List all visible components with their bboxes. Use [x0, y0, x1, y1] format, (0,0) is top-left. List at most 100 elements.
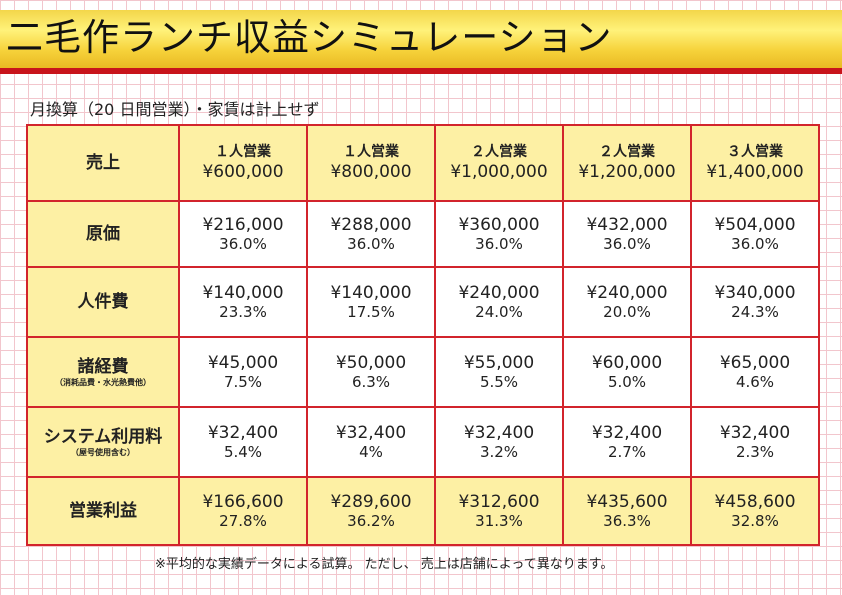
- amount: ¥216,000: [202, 214, 284, 235]
- misc-row: 諸経費 （消耗品費・水光熱費他） ¥45,000 7.5% ¥50,000 6.3% …: [26, 336, 820, 408]
- amount: ¥432,000: [586, 214, 668, 235]
- percentage: 23.3%: [219, 302, 267, 321]
- table-cell: ¥216,000 36.0%: [178, 200, 308, 268]
- table-cell: ¥288,000 36.0%: [306, 200, 436, 268]
- amount: ¥240,000: [586, 282, 668, 303]
- percentage: 36.0%: [347, 234, 395, 253]
- system-row: システム利用料 （屋号使用含む） ¥32,400 5.4% ¥32,400 4% ¥3…: [26, 406, 820, 478]
- amount: ¥32,400: [207, 422, 279, 443]
- sales-cell: ３人営業 ¥1,400,000: [690, 124, 820, 202]
- amount: ¥360,000: [458, 214, 540, 235]
- amount: ¥288,000: [330, 214, 412, 235]
- sales-row: 売上 １人営業 ¥600,000 １人営業 ¥800,000 ２人営業 ¥1,000,…: [26, 124, 820, 202]
- table-cell: ¥140,000 23.3%: [178, 266, 308, 338]
- amount: ¥60,000: [591, 352, 663, 373]
- percentage: 20.0%: [603, 302, 651, 321]
- subtitle: 月換算（20 日間営業）・家賃は計上せず: [30, 100, 320, 119]
- table-cell: ¥504,000 36.0%: [690, 200, 820, 268]
- sales-value: ¥1,400,000: [706, 162, 804, 182]
- table-cell: ¥140,000 17.5%: [306, 266, 436, 338]
- labor-row: 人件費 ¥140,000 23.3% ¥140,000 17.5% ¥240,000…: [26, 266, 820, 338]
- table-cell: ¥360,000 36.0%: [434, 200, 564, 268]
- row-sublabel-system: （屋号使用含む）: [71, 447, 135, 457]
- amount: ¥32,400: [719, 422, 791, 443]
- percentage: 24.3%: [731, 302, 779, 321]
- amount: ¥32,400: [463, 422, 535, 443]
- row-label-sales: 売上: [26, 124, 180, 202]
- percentage: 2.7%: [607, 442, 647, 461]
- table-cell: ¥65,000 4.6%: [690, 336, 820, 408]
- percentage: 4%: [359, 442, 383, 461]
- amount: ¥240,000: [458, 282, 540, 303]
- cost-row: 原価 ¥216,000 36.0% ¥288,000 36.0% ¥360,000 3…: [26, 200, 820, 268]
- table-cell: ¥50,000 6.3%: [306, 336, 436, 408]
- page-title: 二毛作ランチ収益シミュレーション: [6, 16, 613, 59]
- table-cell: ¥340,000 24.3%: [690, 266, 820, 338]
- staff-count-label: ２人営業: [599, 144, 655, 160]
- staff-count-label: ３人営業: [727, 144, 783, 160]
- amount: ¥65,000: [719, 352, 791, 373]
- table-cell: ¥32,400 4%: [306, 406, 436, 478]
- footnote: ※平均的な実績データによる試算。 ただし、 売上は店舗によって異なります。: [155, 557, 614, 572]
- amount: ¥435,600: [586, 491, 668, 512]
- amount: ¥32,400: [591, 422, 663, 443]
- table-cell: ¥60,000 5.0%: [562, 336, 692, 408]
- percentage: 36.0%: [475, 234, 523, 253]
- percentage: 32.8%: [731, 511, 779, 530]
- row-label-profit: 営業利益: [26, 476, 180, 546]
- table-cell: ¥432,000 36.0%: [562, 200, 692, 268]
- amount: ¥312,600: [458, 491, 540, 512]
- percentage: 5.5%: [479, 372, 519, 391]
- row-label-cost: 原価: [26, 200, 180, 268]
- percentage: 36.2%: [347, 511, 395, 530]
- staff-count-label: ２人営業: [471, 144, 527, 160]
- sales-value: ¥1,000,000: [450, 162, 548, 182]
- sales-value: ¥800,000: [330, 162, 412, 182]
- sales-cell: １人営業 ¥600,000: [178, 124, 308, 202]
- percentage: 17.5%: [347, 302, 395, 321]
- percentage: 5.4%: [223, 442, 263, 461]
- percentage: 4.6%: [735, 372, 775, 391]
- amount: ¥166,600: [202, 491, 284, 512]
- row-label-labor: 人件費: [26, 266, 180, 338]
- row-sublabel-misc: （消耗品費・水光熱費他）: [55, 377, 151, 387]
- table-cell: ¥32,400 2.3%: [690, 406, 820, 478]
- table-cell: ¥240,000 20.0%: [562, 266, 692, 338]
- table-cell: ¥240,000 24.0%: [434, 266, 564, 338]
- percentage: 2.3%: [735, 442, 775, 461]
- amount: ¥140,000: [202, 282, 284, 303]
- percentage: 24.0%: [475, 302, 523, 321]
- row-label-system: システム利用料 （屋号使用含む）: [26, 406, 180, 478]
- sales-value: ¥1,200,000: [578, 162, 676, 182]
- title-banner: 二毛作ランチ収益シミュレーション: [0, 10, 842, 74]
- table-cell: ¥32,400 3.2%: [434, 406, 564, 478]
- percentage: 31.3%: [475, 511, 523, 530]
- sales-cell: １人営業 ¥800,000: [306, 124, 436, 202]
- percentage: 5.0%: [607, 372, 647, 391]
- simulation-table: 売上 １人営業 ¥600,000 １人営業 ¥800,000 ２人営業 ¥1,000,…: [26, 124, 820, 546]
- amount: ¥140,000: [330, 282, 412, 303]
- staff-count-label: １人営業: [343, 144, 399, 160]
- sales-cell: ２人営業 ¥1,200,000: [562, 124, 692, 202]
- percentage: 7.5%: [223, 372, 263, 391]
- row-label-misc: 諸経費 （消耗品費・水光熱費他）: [26, 336, 180, 408]
- amount: ¥289,600: [330, 491, 412, 512]
- amount: ¥340,000: [714, 282, 796, 303]
- amount: ¥32,400: [335, 422, 407, 443]
- profit-row: 営業利益 ¥166,600 27.8% ¥289,600 36.2% ¥312,60…: [26, 476, 820, 546]
- table-cell: ¥166,600 27.8%: [178, 476, 308, 546]
- amount: ¥55,000: [463, 352, 535, 373]
- amount: ¥504,000: [714, 214, 796, 235]
- percentage: 3.2%: [479, 442, 519, 461]
- sales-cell: ２人営業 ¥1,000,000: [434, 124, 564, 202]
- amount: ¥458,600: [714, 491, 796, 512]
- table-cell: ¥45,000 7.5%: [178, 336, 308, 408]
- percentage: 27.8%: [219, 511, 267, 530]
- percentage: 36.0%: [603, 234, 651, 253]
- sales-value: ¥600,000: [202, 162, 284, 182]
- amount: ¥50,000: [335, 352, 407, 373]
- percentage: 36.0%: [731, 234, 779, 253]
- table-cell: ¥458,600 32.8%: [690, 476, 820, 546]
- table-cell: ¥312,600 31.3%: [434, 476, 564, 546]
- percentage: 36.0%: [219, 234, 267, 253]
